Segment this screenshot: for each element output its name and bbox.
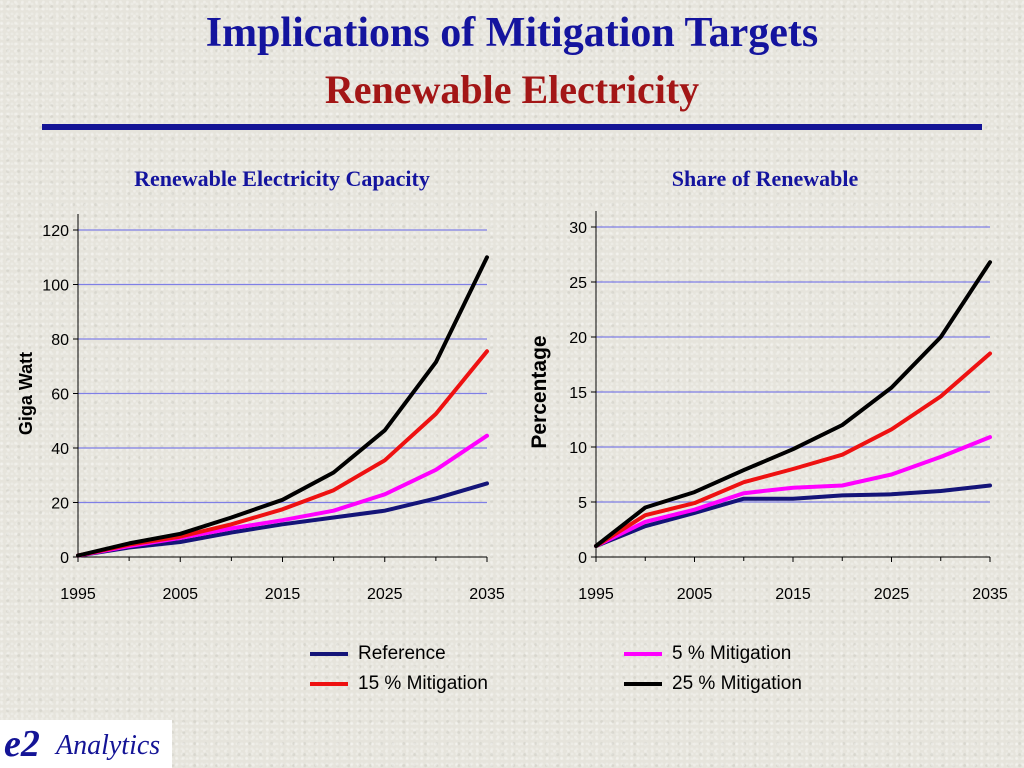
capacity-x-tick-label: 2025 bbox=[367, 586, 403, 603]
share-series-reference bbox=[594, 483, 992, 548]
share-y-tick-label: 20 bbox=[569, 330, 587, 347]
title-divider bbox=[42, 124, 982, 130]
legend-label-25pct: 25 % Mitigation bbox=[672, 673, 802, 694]
legend-item-5pct: 5 % Mitigation bbox=[624, 642, 791, 666]
page-title: Implications of Mitigation Targets bbox=[205, 10, 819, 56]
capacity-series-5-mitigation bbox=[76, 433, 489, 558]
share-series-15-mitigation bbox=[594, 351, 992, 548]
capacity-x-tick-label: 2015 bbox=[265, 586, 301, 603]
capacity-y-tick-label: 120 bbox=[42, 223, 69, 240]
share-series-5-mitigation bbox=[594, 435, 992, 548]
share-y-tick-label: 10 bbox=[569, 440, 587, 457]
share-x-tick-label: 2025 bbox=[874, 586, 910, 603]
logo-mark: e2 bbox=[4, 723, 40, 765]
legend-item-25pct: 25 % Mitigation bbox=[624, 672, 802, 696]
share-series-25-mitigation bbox=[594, 260, 992, 548]
share-y-tick-label: 25 bbox=[569, 275, 587, 292]
capacity-series-reference bbox=[76, 481, 489, 558]
capacity-x-tick-label: 2035 bbox=[469, 586, 505, 603]
legend-label-reference: Reference bbox=[358, 643, 446, 664]
share-y-axis-label: Percentage bbox=[528, 335, 551, 448]
legend-label-15pct: 15 % Mitigation bbox=[358, 673, 488, 694]
capacity-y-tick-label: 80 bbox=[51, 332, 69, 349]
legend-swatch-25pct bbox=[624, 682, 662, 686]
logo-text: Analytics bbox=[56, 730, 161, 761]
chart-title-capacity: Renewable Electricity Capacity bbox=[134, 166, 430, 191]
legend-swatch-reference bbox=[310, 652, 348, 656]
legend-swatch-5pct bbox=[624, 652, 662, 656]
company-logo: e2 Analytics bbox=[0, 720, 172, 768]
capacity-y-tick-label: 40 bbox=[51, 441, 69, 458]
share-y-tick-label: 30 bbox=[569, 220, 587, 237]
capacity-series-25-mitigation bbox=[76, 255, 489, 558]
legend-label-5pct: 5 % Mitigation bbox=[672, 643, 792, 664]
share-y-tick-label: 0 bbox=[578, 550, 587, 567]
capacity-y-axis-label: Giga Watt bbox=[16, 352, 36, 435]
capacity-x-tick-label: 2005 bbox=[162, 586, 198, 603]
capacity-y-tick-label: 60 bbox=[51, 387, 69, 404]
capacity-y-tick-label: 0 bbox=[60, 550, 69, 567]
share-x-tick-label: 1995 bbox=[578, 586, 614, 603]
share-y-tick-label: 5 bbox=[578, 495, 587, 512]
capacity-series-15-mitigation bbox=[76, 349, 489, 558]
share-x-tick-label: 2035 bbox=[972, 586, 1008, 603]
chart-title-share: Share of Renewable bbox=[671, 166, 859, 191]
legend-swatch-15pct bbox=[310, 682, 348, 686]
share-x-tick-label: 2015 bbox=[775, 586, 811, 603]
capacity-x-tick-label: 1995 bbox=[60, 586, 96, 603]
share-y-tick-label: 15 bbox=[569, 385, 587, 402]
legend-item-reference: Reference bbox=[310, 642, 446, 666]
page-subtitle: Renewable Electricity bbox=[324, 67, 700, 112]
legend-item-15pct: 15 % Mitigation bbox=[310, 672, 488, 696]
capacity-y-tick-label: 20 bbox=[51, 496, 69, 513]
share-x-tick-label: 2005 bbox=[677, 586, 713, 603]
capacity-y-tick-label: 100 bbox=[42, 278, 69, 295]
